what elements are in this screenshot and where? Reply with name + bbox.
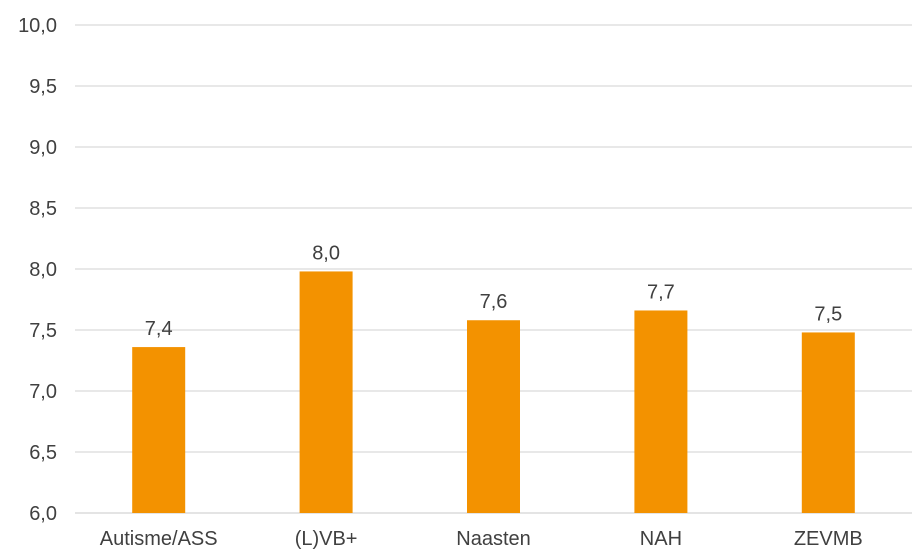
x-category-label: (L)VB+ <box>295 528 358 550</box>
y-tick-label: 6,5 <box>29 442 57 464</box>
bar-l-vb <box>299 271 353 513</box>
data-label: 8,0 <box>312 242 340 264</box>
x-category-label: NAH <box>640 528 682 550</box>
data-labels: 7,4 8,0 7,6 7,7 7,5 <box>145 242 842 340</box>
y-tick-label: 9,5 <box>29 76 57 98</box>
bars <box>132 271 855 513</box>
x-category-label: ZEVMB <box>794 528 863 550</box>
y-tick-label: 9,0 <box>29 137 57 159</box>
data-label: 7,6 <box>480 291 508 313</box>
y-tick-label: 6,0 <box>29 503 57 525</box>
gridlines <box>75 24 912 514</box>
y-axis-tick-labels: 6,0 6,5 7,0 7,5 8,0 8,5 9,0 9,5 10,0 <box>18 15 57 525</box>
y-tick-label: 8,0 <box>29 259 57 281</box>
bar-nah <box>634 310 688 513</box>
y-tick-label: 7,5 <box>29 320 57 342</box>
x-category-label: Autisme/ASS <box>100 528 218 550</box>
y-tick-label: 8,5 <box>29 198 57 220</box>
y-tick-label: 10,0 <box>18 15 57 37</box>
data-label: 7,7 <box>647 281 675 303</box>
x-axis-category-labels: Autisme/ASS (L)VB+ Naasten NAH ZEVMB <box>100 528 863 550</box>
x-category-label: Naasten <box>456 528 531 550</box>
y-tick-label: 7,0 <box>29 381 57 403</box>
data-label: 7,5 <box>814 303 842 325</box>
bar-naasten <box>467 320 520 513</box>
bar-zevmb <box>801 332 855 513</box>
data-label: 7,4 <box>145 318 173 340</box>
bar-autisme-ass <box>132 347 186 513</box>
